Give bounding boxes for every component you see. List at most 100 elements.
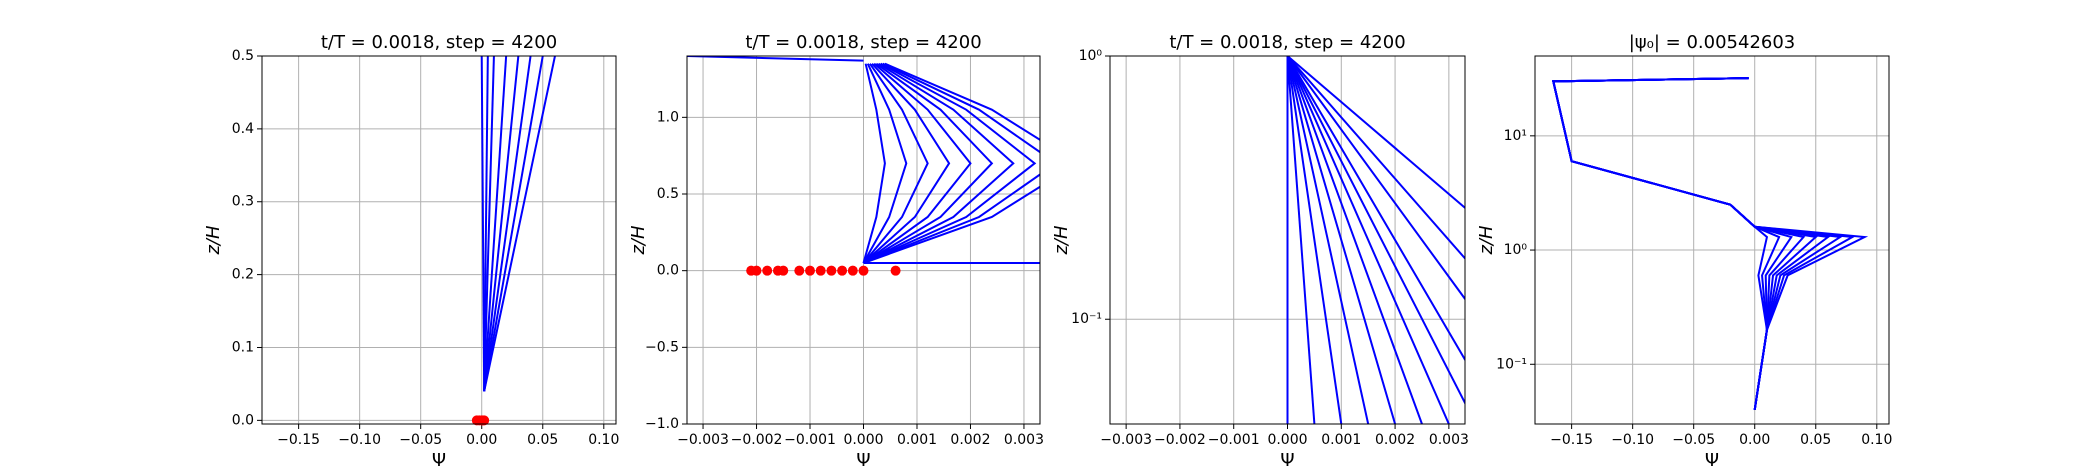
x-tick-label: 0.10 — [1861, 432, 1892, 448]
x-tick-label: −0.15 — [277, 432, 320, 448]
data-point — [479, 415, 490, 426]
profile-line — [1286, 56, 1465, 362]
x-tick-label: 0.000 — [843, 432, 883, 448]
panel: −0.15 −0.10 −0.05 0.00 0.05 0.10 10⁻¹ 10⁰ 10¹ |ψ₀… — [1476, 32, 1892, 471]
profile-line — [483, 56, 495, 392]
data-point — [778, 265, 789, 276]
profile-line — [1286, 56, 1450, 424]
profile-line — [480, 56, 486, 392]
x-tick-label: −0.10 — [1611, 432, 1654, 448]
x-tick-label: −0.002 — [1154, 432, 1206, 448]
x-tick-label: −0.001 — [784, 432, 836, 448]
profile-line — [862, 63, 886, 264]
x-tick-label: 0.000 — [1267, 432, 1307, 448]
panel: −0.003 −0.002 −0.001 0.000 0.001 0.002 0.003 −1… — [628, 32, 1044, 471]
chart-title: t/T = 0.0018, step = 4200 — [745, 32, 981, 53]
profile-line — [1286, 56, 1465, 260]
profile-line — [1286, 56, 1343, 424]
data-point — [837, 265, 848, 276]
data-point — [858, 265, 869, 276]
profile-line — [483, 56, 544, 392]
x-axis-label: Ψ — [432, 450, 446, 471]
y-tick-label: 10⁻¹ — [1071, 311, 1102, 327]
data-point — [762, 265, 773, 276]
profile-line — [863, 62, 1040, 264]
profile-line — [862, 63, 929, 264]
profile-line — [687, 56, 864, 62]
x-tick-label: 0.05 — [1800, 432, 1831, 448]
profile-line — [862, 62, 994, 264]
y-tick-label: 0.0 — [232, 412, 254, 428]
y-tick-label: 0.5 — [232, 48, 254, 64]
y-tick-label: 0.5 — [657, 186, 679, 202]
y-axis-label: z/H — [628, 225, 649, 256]
y-tick-label: −0.5 — [645, 339, 679, 355]
profile-line — [1286, 56, 1397, 424]
profile-line — [1286, 56, 1465, 406]
profile-line — [863, 62, 1015, 264]
axes-frame — [1534, 55, 1890, 425]
profile-line — [1552, 77, 1769, 410]
profile-line — [483, 56, 489, 392]
data-point — [805, 265, 816, 276]
profile-line — [1552, 77, 1793, 410]
chart-title: |ψ₀| = 0.00542603 — [1629, 32, 1796, 53]
data-point — [815, 265, 826, 276]
x-axis-label: Ψ — [1705, 450, 1719, 471]
x-tick-label: −0.002 — [731, 432, 783, 448]
y-tick-label: 10⁰ — [1079, 48, 1103, 64]
x-tick-label: −0.003 — [677, 432, 729, 448]
data-point — [751, 265, 762, 276]
data-point — [890, 265, 901, 276]
x-tick-label: 0.00 — [1739, 432, 1770, 448]
x-tick-label: 0.003 — [1004, 432, 1044, 448]
profile-line — [1552, 77, 1781, 410]
profile-line — [862, 63, 908, 264]
y-axis-label: z/H — [1476, 225, 1497, 256]
profile-line — [1286, 56, 1316, 424]
profile-line — [1286, 56, 1370, 424]
chart-title: t/T = 0.0018, step = 4200 — [321, 32, 557, 53]
x-tick-label: 0.10 — [588, 432, 619, 448]
x-tick-label: 0.002 — [1375, 432, 1415, 448]
x-tick-label: 0.001 — [897, 432, 937, 448]
x-tick-label: 0.05 — [527, 432, 558, 448]
panel: −0.003 −0.002 −0.001 0.000 0.001 0.002 0.003 10… — [1051, 32, 1469, 471]
y-tick-label: 0.2 — [232, 267, 254, 283]
profile-line — [862, 62, 951, 264]
data-point — [826, 265, 837, 276]
axes-frame — [686, 55, 1041, 425]
y-tick-label: 0.3 — [232, 194, 254, 210]
x-axis-label: Ψ — [856, 450, 870, 471]
x-tick-label: 0.003 — [1429, 432, 1469, 448]
data-point — [794, 265, 805, 276]
profile-line — [863, 62, 1037, 264]
profile-line — [483, 56, 508, 392]
x-axis-label: Ψ — [1280, 450, 1294, 471]
x-tick-label: −0.001 — [1208, 432, 1260, 448]
profile-line — [483, 56, 556, 392]
profile-line — [483, 56, 520, 392]
y-tick-label: 1.0 — [657, 109, 679, 125]
x-tick-label: 0.001 — [1321, 432, 1361, 448]
y-tick-label: 10¹ — [1504, 128, 1527, 144]
y-tick-label: 10⁻¹ — [1496, 356, 1527, 372]
axes-frame — [1109, 55, 1466, 425]
y-tick-label: 0.1 — [232, 339, 254, 355]
x-tick-label: 0.00 — [466, 432, 497, 448]
axes-frame — [261, 55, 617, 425]
profile-line — [863, 62, 1040, 264]
profile-line — [862, 62, 972, 264]
x-tick-label: −0.003 — [1100, 432, 1152, 448]
y-tick-label: 0.4 — [232, 121, 254, 137]
y-tick-label: −1.0 — [645, 416, 679, 432]
y-axis-label: z/H — [1051, 225, 1072, 256]
profile-line — [483, 56, 532, 392]
profile-line — [1286, 56, 1465, 301]
profile-line — [1286, 56, 1423, 424]
x-tick-label: −0.15 — [1550, 432, 1593, 448]
x-tick-label: −0.10 — [338, 432, 381, 448]
profile-line — [1552, 77, 1869, 410]
panel: −0.15 −0.10 −0.05 0.00 0.05 0.10 0.0 0.1 0.2 0.3 0… — [203, 32, 619, 471]
